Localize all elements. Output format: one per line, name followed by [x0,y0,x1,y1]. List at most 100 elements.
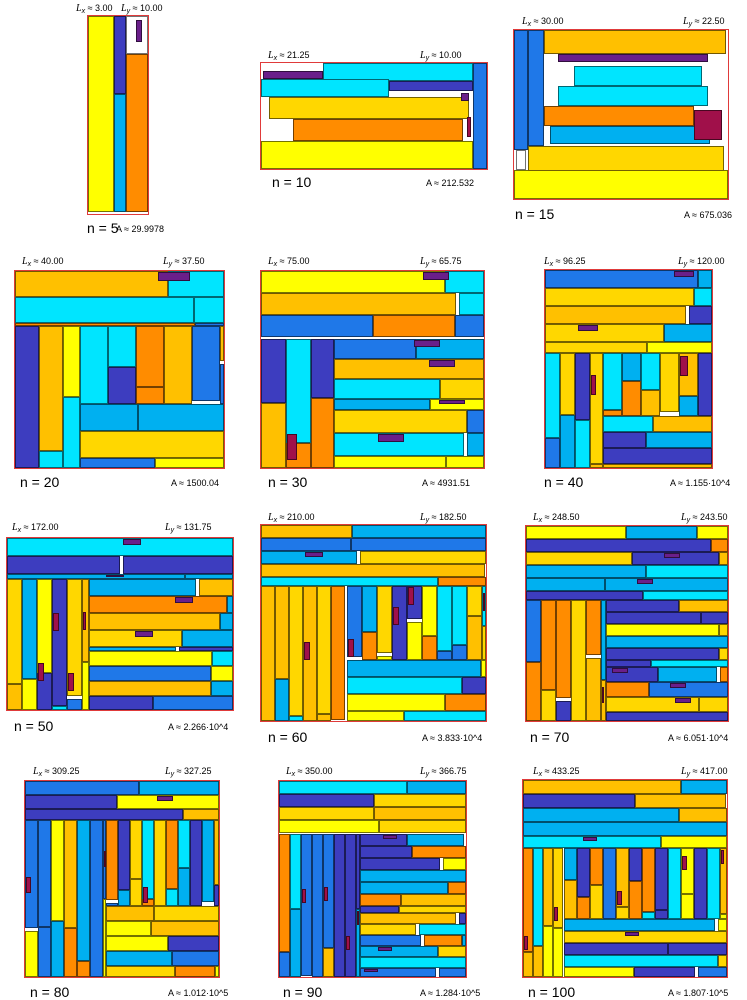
packed-rectangle [214,820,219,885]
packed-rectangle [641,390,660,416]
area-label: A ≈ 212.532 [426,178,474,188]
packed-rectangle [90,820,103,977]
n-label: n = 60 [268,729,308,745]
packed-rectangle [483,593,485,611]
packed-rectangle [311,398,334,468]
ly-label: Ly ≈ 366.75 [420,766,467,778]
packed-rectangle [701,612,728,624]
packed-rectangle [261,564,485,577]
packed-rectangle [646,432,712,448]
packed-rectangle [15,323,195,326]
packed-rectangle [202,820,214,902]
packed-rectangle [577,848,590,897]
packed-rectangle [114,16,126,94]
packed-rectangle [312,834,323,977]
area-label: A ≈ 29.9978 [116,224,164,234]
packed-rectangle [545,353,560,438]
packed-rectangle [719,552,728,565]
packed-rectangle [195,323,224,326]
packed-rectangle [545,288,694,306]
packed-rectangle [155,458,224,468]
area-label: A ≈ 675.036 [684,210,732,220]
packed-rectangle [103,899,106,977]
packed-rectangle [462,677,486,694]
packed-rectangle [516,150,526,170]
packed-rectangle [564,943,668,955]
packed-rectangle [635,794,726,808]
n-label: n = 70 [530,729,570,745]
packed-rectangle [622,353,641,381]
packed-rectangle [360,882,448,894]
packed-rectangle [347,677,462,694]
packed-rectangle [290,834,301,909]
packed-rectangle [526,565,646,578]
ly-value: 37.50 [182,256,205,266]
packed-rectangle [360,551,486,564]
packed-rectangle [279,834,290,952]
packed-rectangle [641,353,660,390]
packed-rectangle [658,667,717,682]
packed-rectangle [89,579,196,596]
n-label: n = 10 [272,174,312,190]
packed-rectangle [422,586,437,636]
packed-rectangle [106,575,124,577]
packed-rectangle [261,79,389,97]
packing-container-n70 [525,525,729,722]
n-label: n = 100 [528,984,576,1000]
packed-rectangle [15,271,168,297]
packed-rectangle [393,607,399,625]
packed-rectangle [407,622,422,660]
packed-rectangle [571,600,586,721]
packed-rectangle [523,848,533,952]
packed-rectangle [80,326,108,404]
packed-rectangle [459,913,466,924]
packed-rectangle [438,946,466,957]
packed-rectangle [151,921,219,936]
packed-rectangle [360,935,421,946]
n-label: n = 80 [30,984,70,1000]
packed-rectangle [564,848,577,880]
packed-rectangle [303,586,317,721]
packed-rectangle [360,894,401,906]
packed-rectangle [698,353,712,416]
packed-rectangle [545,306,686,324]
lx-value: 172.00 [31,522,59,532]
lx-value: 248.50 [552,512,580,522]
packed-rectangle [606,624,719,636]
packing-container-n90 [278,780,467,978]
packed-rectangle [80,458,155,468]
packed-rectangle [118,820,130,890]
packing-container-n100 [522,779,728,978]
packed-rectangle [142,899,154,906]
packed-rectangle [523,952,533,977]
packed-rectangle [290,909,301,977]
packed-rectangle [681,894,694,919]
packed-rectangle [419,924,466,935]
ly-value: 120.00 [697,256,725,266]
packed-rectangle [719,624,728,636]
packed-rectangle [82,662,89,710]
n-label: n = 5 [87,220,119,236]
packing-container-n20 [14,270,225,469]
lx-label: Lx ≈ 210.00 [268,512,315,524]
area-label: A ≈ 1.284·10^5 [420,988,481,998]
packed-rectangle [377,586,392,653]
packed-rectangle [80,431,224,458]
packed-rectangle [130,879,142,906]
packed-rectangle [172,951,219,966]
packed-rectangle [606,612,701,624]
packed-rectangle [261,525,352,538]
packed-rectangle [407,781,466,794]
lx-value: 30.00 [541,16,564,26]
packed-rectangle [675,698,691,703]
packed-rectangle [541,600,556,690]
packed-rectangle [331,586,345,720]
ly-label: Ly ≈ 37.50 [163,256,205,268]
packed-rectangle [679,396,698,416]
packed-rectangle [603,410,622,416]
packed-rectangle [583,837,597,841]
packed-rectangle [401,894,466,906]
packed-rectangle [106,903,118,906]
packed-rectangle [440,379,484,399]
ly-value: 10.00 [140,3,163,13]
